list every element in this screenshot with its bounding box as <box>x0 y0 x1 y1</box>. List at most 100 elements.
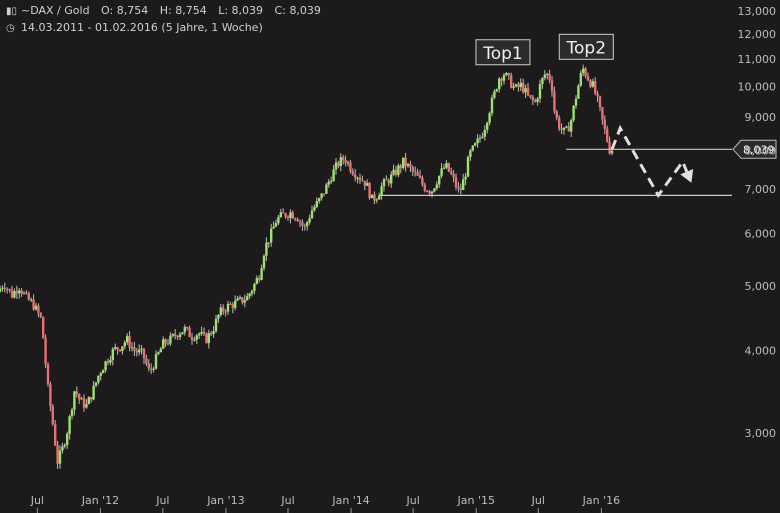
candle <box>162 336 165 349</box>
candle <box>301 219 304 231</box>
candle-body <box>303 225 306 227</box>
candle <box>298 219 302 227</box>
candle-body <box>385 179 388 181</box>
candle <box>279 208 282 218</box>
candle <box>438 175 441 189</box>
candle-body <box>452 173 455 178</box>
candle <box>90 397 93 403</box>
candle-body <box>399 165 402 168</box>
candle <box>294 217 297 222</box>
candle-body <box>190 337 194 340</box>
candle-body <box>584 68 587 77</box>
candle <box>399 163 402 174</box>
candle <box>94 382 98 388</box>
candle <box>505 71 508 77</box>
candle <box>205 332 208 344</box>
candle <box>356 176 359 184</box>
candle-body <box>255 278 258 284</box>
candle-body <box>591 81 594 87</box>
annotation-label: Top2 <box>566 38 607 58</box>
candle <box>70 407 74 420</box>
candle <box>13 288 16 299</box>
candle-body <box>75 391 78 394</box>
candle-body <box>586 76 590 81</box>
candle-body <box>217 314 220 319</box>
candle-body <box>517 84 520 87</box>
candle <box>606 125 609 143</box>
candle <box>315 197 318 209</box>
candle-body <box>1 287 4 289</box>
candle-body <box>565 126 568 128</box>
chart-header: ▮▯ ~DAX / Gold O: 8,754 H: 8,754 L: 8,039… <box>6 4 321 17</box>
candle <box>538 79 542 103</box>
candle <box>97 375 100 385</box>
candle-body <box>553 91 556 112</box>
candle-body <box>483 129 486 137</box>
candle-body <box>85 404 88 408</box>
candle-body <box>370 194 374 199</box>
candle-body <box>126 336 129 343</box>
candle <box>483 125 486 141</box>
y-tick-label: 4,000 <box>745 344 777 357</box>
candle-body <box>267 242 270 244</box>
candle <box>169 332 172 346</box>
candle <box>111 347 114 366</box>
candle <box>188 325 191 338</box>
candle-body <box>56 445 59 464</box>
candle-body <box>157 352 160 355</box>
candle-body <box>20 290 23 294</box>
candle-body <box>574 98 578 106</box>
candle <box>570 118 573 138</box>
candle <box>500 77 503 87</box>
candle <box>265 237 268 261</box>
candle-body <box>500 78 503 81</box>
candle <box>15 285 18 299</box>
candle <box>121 346 124 355</box>
symbol-name[interactable]: ~DAX / Gold <box>21 4 90 17</box>
candle-body <box>186 327 189 329</box>
candle <box>397 163 400 178</box>
candle-body <box>606 128 609 142</box>
candle-body <box>222 307 225 312</box>
candle-body <box>73 391 76 410</box>
candle <box>450 167 453 176</box>
x-tick-label: Jan '16 <box>582 494 620 507</box>
candle <box>411 165 414 177</box>
candles-icon[interactable]: ▮▯ <box>6 6 18 17</box>
candle <box>507 72 510 80</box>
candle <box>493 89 496 100</box>
candle-body <box>243 300 246 303</box>
candle-body <box>570 120 573 132</box>
candle-body <box>200 331 203 334</box>
candle <box>469 148 472 161</box>
candle <box>361 175 364 182</box>
candle-body <box>162 339 165 349</box>
candle <box>447 162 450 173</box>
x-axis: Jul Jan '12 Jul Jan '13 Jul Jan '14 Jul Jan '15… <box>30 494 620 513</box>
candle-body <box>469 150 472 158</box>
candle <box>234 295 237 311</box>
x-tick-label: Jul <box>30 494 44 507</box>
candle-body <box>579 73 582 86</box>
candle <box>366 179 369 186</box>
candle <box>236 295 239 302</box>
annotation: Top2 <box>558 33 614 60</box>
candle-body <box>471 145 474 151</box>
high-label: H: <box>159 4 172 17</box>
candle-body <box>589 80 592 87</box>
candle <box>373 191 376 204</box>
high-value: 8,754 <box>175 4 207 17</box>
candle-body <box>572 105 575 121</box>
candle-body <box>495 89 498 92</box>
candle-body <box>481 136 484 138</box>
candle-body <box>486 122 489 130</box>
candle <box>73 390 76 416</box>
candle <box>426 189 429 193</box>
candle <box>154 350 158 370</box>
candle-body <box>610 150 614 154</box>
x-tick-label: Jan '14 <box>331 494 369 507</box>
y-tick-label: 9,000 <box>745 111 777 124</box>
candle <box>368 181 371 200</box>
candle <box>214 314 218 333</box>
